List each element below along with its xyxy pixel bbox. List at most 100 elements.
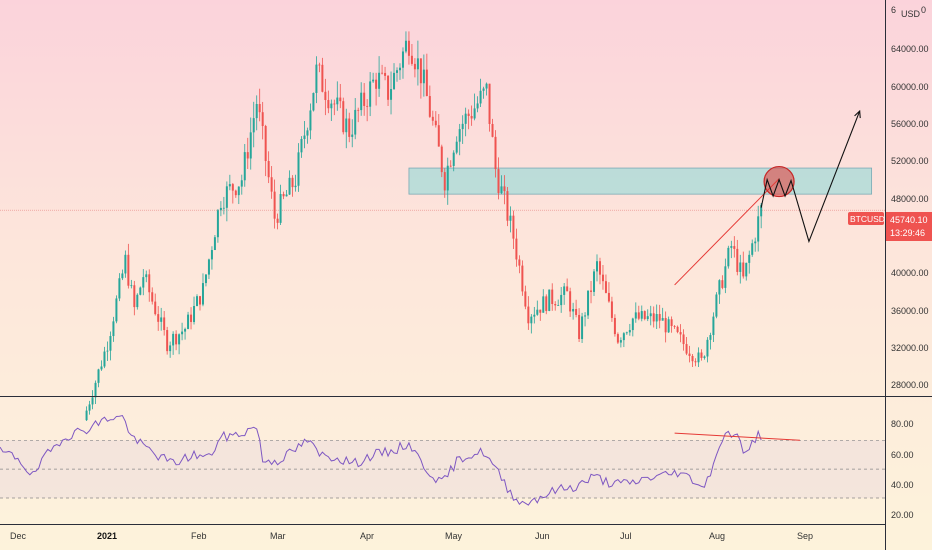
rsi-pane[interactable] xyxy=(0,414,885,506)
candle-body xyxy=(748,254,751,263)
symbol-label: BTCUSD xyxy=(850,214,885,224)
candle-body xyxy=(124,254,127,274)
currency-label[interactable]: USD xyxy=(901,9,921,19)
candle-body xyxy=(509,215,512,221)
candle-body xyxy=(410,55,413,64)
candle-body xyxy=(252,118,255,133)
candle-body xyxy=(601,274,604,282)
price-pane[interactable] xyxy=(0,31,885,422)
candle-body xyxy=(121,273,124,279)
rsi-pane-background xyxy=(0,396,885,524)
candle-body xyxy=(243,152,246,181)
symbol-badge xyxy=(848,212,884,225)
candle-body xyxy=(736,248,739,272)
candle-body xyxy=(557,305,560,306)
candle-body xyxy=(539,309,542,313)
candle-body xyxy=(378,72,381,89)
rsi-divergence-line[interactable] xyxy=(674,432,801,441)
candle-body xyxy=(754,241,757,244)
price-tick-partial-right: 0 xyxy=(921,5,926,15)
candle-body xyxy=(497,169,500,194)
candle-body xyxy=(622,333,625,341)
candle-body xyxy=(363,92,366,106)
candle-body xyxy=(458,129,461,142)
candle-body xyxy=(542,296,545,313)
candle-body xyxy=(133,285,136,308)
candle-body xyxy=(652,313,655,322)
candle-body xyxy=(351,134,354,137)
last-price-box xyxy=(886,212,932,241)
candle-body xyxy=(739,262,742,272)
projection-path[interactable] xyxy=(760,110,861,244)
candle-body xyxy=(482,88,485,91)
candle-body xyxy=(757,216,760,242)
candle-body xyxy=(712,316,715,336)
rsi-line[interactable] xyxy=(0,414,762,506)
candle-body xyxy=(207,259,210,275)
candle-body xyxy=(610,301,613,318)
candle-body xyxy=(455,141,458,153)
candle-body xyxy=(175,333,178,345)
resistance-zone[interactable] xyxy=(408,167,873,195)
time-tick: Feb xyxy=(191,531,207,541)
candle-body xyxy=(443,172,446,191)
candle-body xyxy=(375,79,378,89)
candle-body xyxy=(234,190,237,196)
time-axis[interactable]: Dec 2021 Feb Mar Apr May Jun Jul Aug Sep xyxy=(10,531,813,541)
candle-body xyxy=(330,103,333,109)
candle-body xyxy=(476,103,479,109)
candle-body xyxy=(139,287,142,295)
last-price-tag[interactable]: BTCUSD 45740.10 13:29:46 xyxy=(848,212,932,241)
candle-body xyxy=(751,243,754,255)
candle-body xyxy=(339,97,342,102)
candle-body xyxy=(584,315,587,317)
candle-body xyxy=(613,317,616,335)
candle-body xyxy=(437,125,440,147)
price-tick: 40000.00 xyxy=(891,268,929,278)
candle-body xyxy=(237,186,240,196)
candle-body xyxy=(282,194,285,197)
candle-body xyxy=(527,306,530,324)
rising-trendline[interactable] xyxy=(674,178,780,286)
time-tick: Jun xyxy=(535,531,550,541)
price-tick: 60000.00 xyxy=(891,82,929,92)
candle-body xyxy=(169,345,172,352)
candle-body xyxy=(216,210,219,238)
highlight-circle[interactable] xyxy=(763,165,795,198)
candle-body xyxy=(422,69,425,84)
candle-body xyxy=(401,51,404,68)
candle-body xyxy=(685,344,688,354)
candle-body xyxy=(703,356,706,358)
last-price-value: 45740.10 xyxy=(890,215,928,225)
candle-body xyxy=(625,332,628,334)
candle-body xyxy=(697,352,700,363)
candle-body xyxy=(413,63,416,70)
candle-body xyxy=(249,132,252,159)
candle-body xyxy=(506,191,509,221)
rsi-axis[interactable]: 80.00 60.00 40.00 20.00 xyxy=(891,419,914,520)
candles-group xyxy=(85,31,763,422)
price-axis[interactable]: 6 USD 0 64000.00 60000.00 56000.00 52000… xyxy=(891,5,929,390)
candle-body xyxy=(440,146,443,173)
candle-body xyxy=(467,113,470,116)
candle-body xyxy=(312,92,315,111)
candle-body xyxy=(255,104,258,119)
candle-body xyxy=(225,186,228,208)
candle-body xyxy=(488,83,491,124)
candle-body xyxy=(551,289,554,305)
rsi-tick: 80.00 xyxy=(891,419,914,429)
candle-body xyxy=(85,410,88,421)
candle-body xyxy=(563,286,566,295)
time-tick: Apr xyxy=(360,531,374,541)
candle-body xyxy=(106,350,109,352)
candle-body xyxy=(628,330,631,333)
candle-body xyxy=(190,314,193,323)
candle-body xyxy=(524,291,527,307)
candle-body xyxy=(670,319,673,327)
candle-body xyxy=(109,336,112,351)
candle-body xyxy=(491,123,494,137)
candle-body xyxy=(575,309,578,315)
candle-body xyxy=(366,105,369,107)
candle-body xyxy=(309,110,312,131)
